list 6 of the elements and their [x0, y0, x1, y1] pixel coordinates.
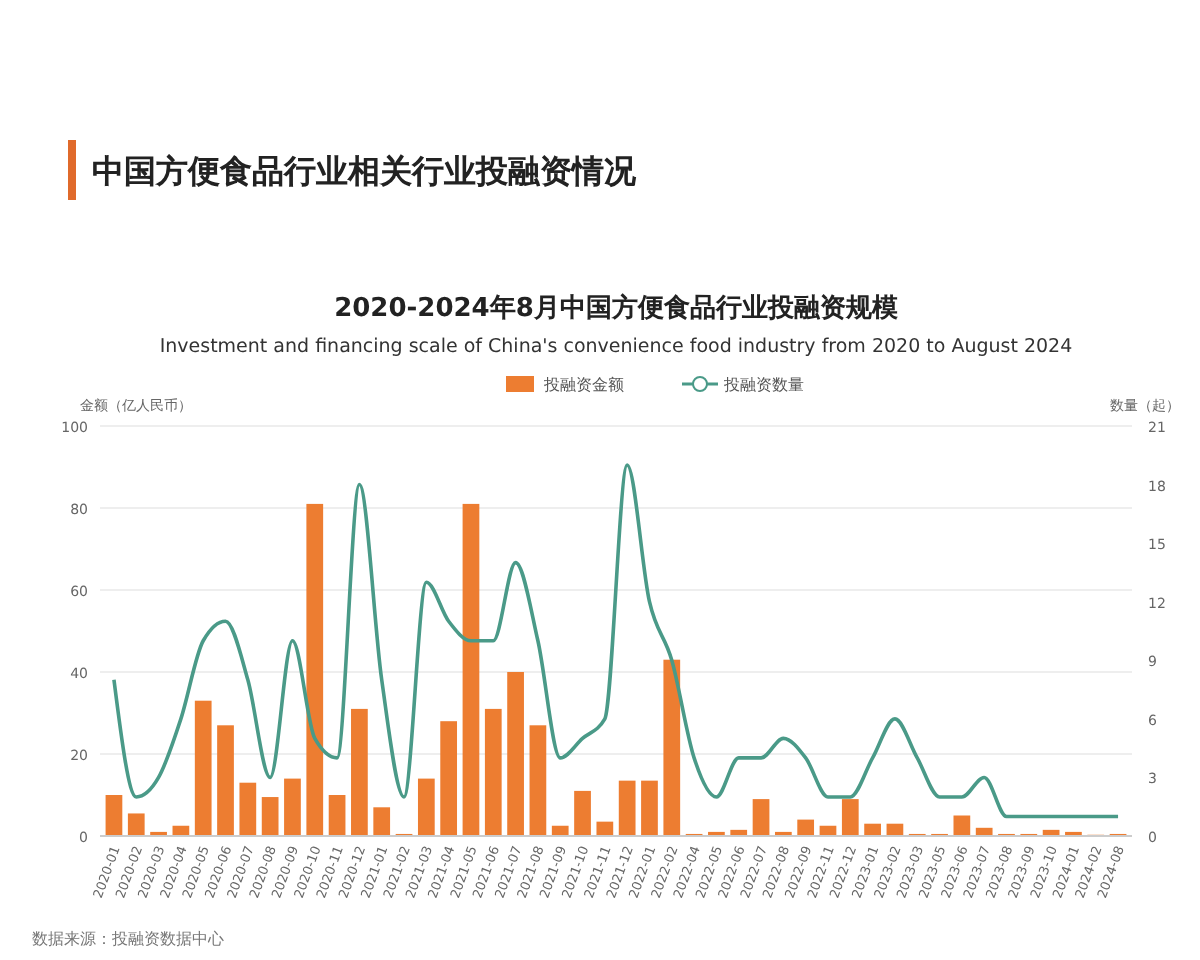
text: 中国方便食品行业相关行业投融资情况	[92, 152, 638, 190]
chart-subtitle: Investment and financing scale of China's convenience food industry from 2020 to August 2024	[159, 336, 1073, 358]
source-note: 数据来源：投融资数据中心	[32, 930, 224, 948]
chart-title: 2020-2024年8月中国方便食品行业投融资规模	[334, 292, 898, 324]
legend-label: 投融资金额	[542, 376, 624, 394]
legend-label: 投融资数量	[722, 376, 804, 394]
